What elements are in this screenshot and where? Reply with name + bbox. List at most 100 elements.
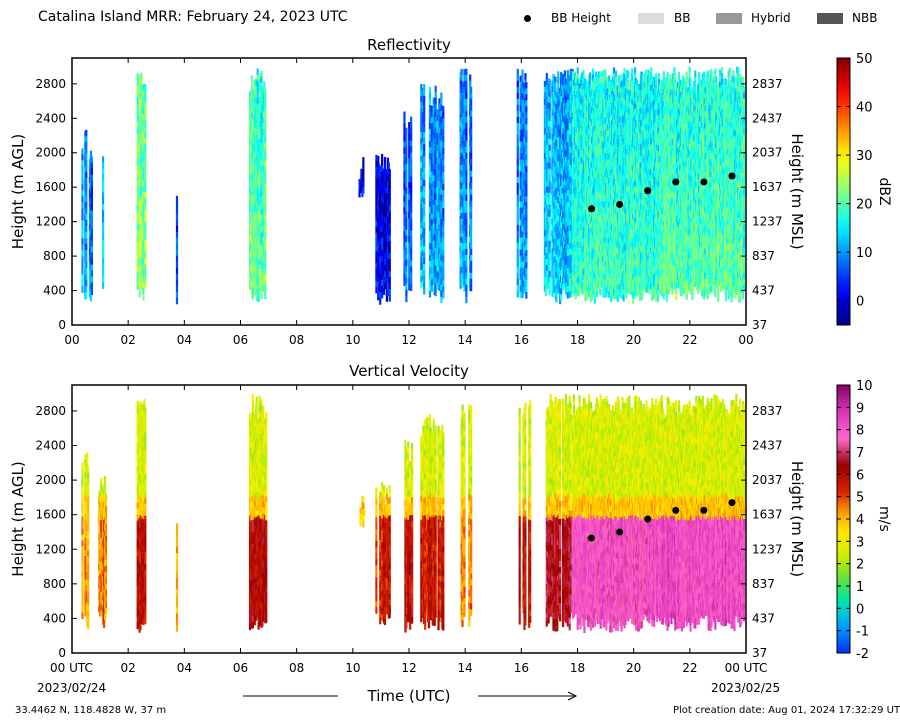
location-text: 33.4462 N, 118.4828 W, 37 m <box>15 705 167 716</box>
time-arrow-head <box>567 691 578 701</box>
creation-date-text: Plot creation date: Aug 01, 2024 17:32:2… <box>673 705 900 716</box>
velocity-colorbar-tick-1: -1 <box>856 625 869 640</box>
velocity-colorbar-tick-7: 5 <box>856 491 864 506</box>
reflectivity-x-tick-6: 12 <box>401 333 416 347</box>
velocity-colorbar-tick-6: 4 <box>856 513 864 528</box>
reflectivity-colorbar <box>836 57 851 326</box>
end-date-label: 2023/02/25 <box>711 681 781 695</box>
velocity-bb-point-0 <box>588 534 596 542</box>
velocity-y-tick-5: 2000 <box>35 473 66 487</box>
velocity-colorbar-tick-0: -2 <box>856 647 869 662</box>
velocity-y-tick-0: 0 <box>58 646 66 660</box>
velocity-bb-point-3 <box>672 506 680 514</box>
velocity-colorbar-tick-5: 3 <box>856 535 864 550</box>
reflectivity-y-tick-6: 2400 <box>35 111 66 125</box>
reflectivity-x-tick-10: 20 <box>626 333 641 347</box>
reflectivity-bb-point-0 <box>588 205 596 213</box>
reflectivity-y-tick-right-1: 437 <box>752 284 775 298</box>
reflectivity-x-tick-7: 14 <box>458 333 473 347</box>
reflectivity-y-tick-right-7: 2837 <box>752 77 783 91</box>
velocity-colorbar-tick-2: 0 <box>856 602 864 617</box>
velocity-colorbar-tick-9: 7 <box>856 446 864 461</box>
reflectivity-y-tick-2: 800 <box>43 249 66 263</box>
reflectivity-bb-point-5 <box>728 172 736 180</box>
velocity-y-tick-7: 2800 <box>35 404 66 418</box>
legend-swatch-nbb <box>817 13 843 24</box>
velocity-colorbar-tick-4: 2 <box>856 558 864 573</box>
velocity-x-tick-6: 12 <box>401 661 416 675</box>
reflectivity-x-tick-12: 00 <box>738 333 753 347</box>
start-date-label: 2023/02/24 <box>37 681 107 695</box>
velocity-y-tick-right-1: 437 <box>752 611 775 625</box>
legend-label-hybrid: Hybrid <box>751 11 791 25</box>
reflectivity-y-tick-1: 400 <box>43 284 66 298</box>
velocity-x-tick-8: 16 <box>514 661 529 675</box>
velocity-bb-point-2 <box>644 515 652 523</box>
reflectivity-y-tick-right-6: 2437 <box>752 111 783 125</box>
legend-label-bb-height: BB Height <box>551 11 611 25</box>
velocity-colorbar-tick-10: 8 <box>856 424 864 439</box>
velocity-x-tick-10: 20 <box>626 661 641 675</box>
velocity-colorbar-tick-8: 6 <box>856 468 864 483</box>
reflectivity-y-tick-0: 0 <box>58 318 66 332</box>
velocity-y-label-right: Height (m MSL) <box>788 461 806 577</box>
reflectivity-colorbar-tick-3: 30 <box>856 149 873 164</box>
reflectivity-y-tick-7: 2800 <box>35 77 66 91</box>
reflectivity-colorbar-tick-1: 10 <box>856 246 873 261</box>
reflectivity-y-tick-right-5: 2037 <box>752 146 783 160</box>
reflectivity-colorbar-tick-0: 0 <box>856 295 864 310</box>
velocity-colorbar-label: m/s <box>876 506 892 532</box>
reflectivity-x-tick-3: 06 <box>233 333 248 347</box>
velocity-x-tick-0: 00 UTC <box>50 661 93 675</box>
velocity-y-tick-2: 800 <box>43 577 66 591</box>
reflectivity-y-label: Height (m AGL) <box>9 134 27 249</box>
velocity-bb-point-4 <box>700 506 708 514</box>
reflectivity-x-tick-8: 16 <box>514 333 529 347</box>
reflectivity-x-tick-9: 18 <box>570 333 585 347</box>
velocity-field <box>81 393 746 633</box>
velocity-y-tick-right-6: 2437 <box>752 439 783 453</box>
velocity-x-tick-7: 14 <box>458 661 473 675</box>
reflectivity-bb-point-1 <box>616 200 624 208</box>
velocity-y-tick-right-7: 2837 <box>752 404 783 418</box>
reflectivity-y-tick-5: 2000 <box>35 146 66 160</box>
velocity-y-tick-right-0: 37 <box>752 646 767 660</box>
reflectivity-y-tick-right-2: 837 <box>752 249 775 263</box>
velocity-x-tick-9: 18 <box>570 661 585 675</box>
reflectivity-x-tick-11: 22 <box>682 333 697 347</box>
reflectivity-colorbar-tick-2: 20 <box>856 198 873 213</box>
reflectivity-y-tick-right-4: 1637 <box>752 180 783 194</box>
reflectivity-y-tick-right-3: 1237 <box>752 215 783 229</box>
velocity-x-tick-11: 22 <box>682 661 697 675</box>
velocity-x-tick-5: 10 <box>345 661 360 675</box>
velocity-colorbar-tick-12: 10 <box>856 379 873 394</box>
legend-swatch-bb <box>638 13 664 24</box>
velocity-x-tick-4: 08 <box>289 661 304 675</box>
velocity-y-tick-right-3: 1237 <box>752 542 783 556</box>
legend-swatch-hybrid <box>716 13 742 24</box>
velocity-y-tick-right-5: 2037 <box>752 473 783 487</box>
velocity-x-tick-3: 06 <box>233 661 248 675</box>
reflectivity-y-tick-4: 1600 <box>35 180 66 194</box>
figure-title: Catalina Island MRR: February 24, 2023 U… <box>38 9 348 25</box>
velocity-y-label: Height (m AGL) <box>9 461 27 576</box>
legend-label-bb: BB <box>674 11 691 25</box>
velocity-x-tick-1: 02 <box>121 661 136 675</box>
velocity-y-tick-right-2: 837 <box>752 577 775 591</box>
reflectivity-bb-point-2 <box>644 187 652 195</box>
x-axis-label: Time (UTC) <box>367 687 451 705</box>
velocity-colorbar-tick-11: 9 <box>856 401 864 416</box>
reflectivity-colorbar-label: dBZ <box>876 177 892 205</box>
reflectivity-x-tick-4: 08 <box>289 333 304 347</box>
reflectivity-colorbar-tick-4: 40 <box>856 101 873 116</box>
velocity-x-tick-2: 04 <box>177 661 192 675</box>
legend-marker-bb-height <box>524 15 531 22</box>
reflectivity-x-tick-1: 02 <box>121 333 136 347</box>
reflectivity-colorbar-tick-5: 50 <box>856 52 873 67</box>
reflectivity-bb-point-4 <box>700 178 708 186</box>
reflectivity-y-label-right: Height (m MSL) <box>788 133 806 249</box>
velocity-bb-point-1 <box>616 528 624 536</box>
velocity-y-tick-6: 2400 <box>35 439 66 453</box>
velocity-x-tick-12: 00 UTC <box>725 661 768 675</box>
